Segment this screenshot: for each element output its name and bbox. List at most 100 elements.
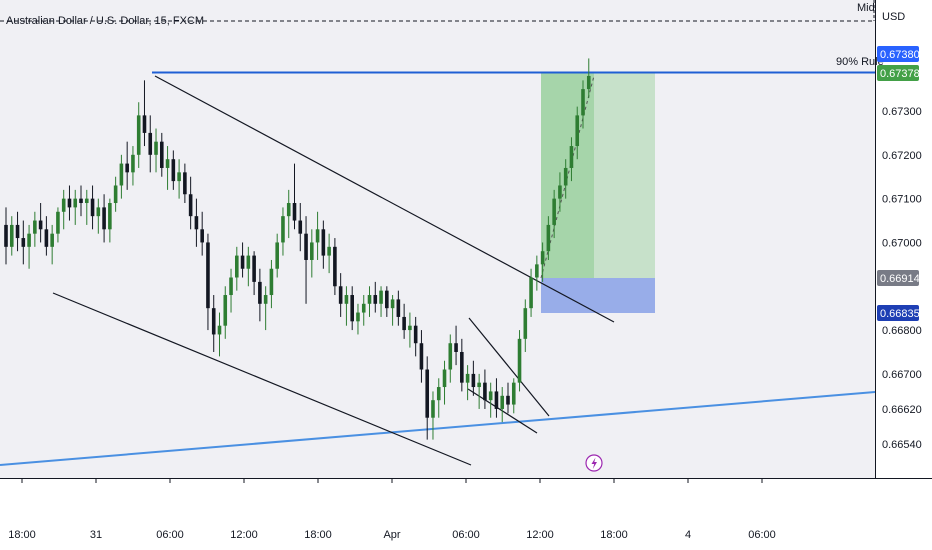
candle-body [500,395,505,409]
candle [436,378,441,418]
candle [15,211,20,252]
candle [298,203,303,252]
candle-body [194,216,199,230]
candle-body [108,203,112,230]
candle [558,172,562,212]
candle-body [281,216,285,243]
y-tick-label: 0.67200 [882,150,922,162]
stop-zone[interactable] [541,278,655,313]
candle [385,286,389,317]
candle-body [581,89,585,116]
candle-body [396,299,401,317]
candle [413,316,418,357]
candle [356,303,360,335]
candle-body [240,255,245,269]
candle [408,312,412,348]
candle [44,216,49,256]
candle-body [177,172,181,182]
x-tick-label: 31 [90,529,102,541]
candle-body [402,316,406,331]
candle-body [15,224,20,239]
x-tick-label: 18:00 [600,529,628,541]
flash-icon[interactable] [585,454,603,472]
candle [402,303,406,339]
candle-body [142,115,147,133]
candle-body [235,255,239,278]
candle-body [436,387,441,401]
candle-body [552,198,556,225]
candle-body [148,132,153,155]
candle-body [517,338,522,383]
candle [177,159,181,199]
candle [465,365,470,401]
candle [523,299,528,352]
candle-body [217,325,222,335]
candle [569,137,574,182]
x-tick-label: 06:00 [748,529,776,541]
wedge-upper-line[interactable] [468,317,550,417]
channel-upper-line[interactable] [154,75,615,323]
candle [361,295,366,326]
candle [61,189,66,230]
candle-body [102,207,106,230]
y-tick-label: 0.66620 [882,404,922,416]
y-tick-label: 0.67100 [882,194,922,206]
candle [102,194,106,243]
price-badge: 0.66835 [877,305,920,321]
candle [50,224,54,265]
candle [200,211,204,256]
candle [425,356,430,440]
candle [246,246,251,287]
candle-body [73,198,78,208]
x-tick-label: 18:00 [304,529,332,541]
candle-body [419,343,424,370]
candle [448,334,453,383]
candle [350,286,354,331]
y-tick-label: 0.66800 [882,325,922,337]
candle [96,198,101,234]
candle [431,391,435,440]
y-tick-label: 0.67000 [882,237,922,249]
candle [327,233,331,274]
candle-body [136,115,141,155]
candle-body [67,198,72,208]
candle-body [448,343,453,370]
candle [194,198,199,247]
candle [454,325,458,366]
candle-body [356,312,360,322]
channel-lower-line[interactable] [52,292,472,466]
candle-body [229,277,233,296]
candle-body [79,198,83,204]
candle-body [321,229,326,256]
x-tick-label: Apr [383,529,400,541]
candle [540,242,545,282]
candle [442,360,447,405]
price-badges: 0.67380 0.67378 0.66914 0.66835 [877,46,920,321]
candle [460,338,464,392]
candle-body [44,229,49,247]
candle-body [211,308,216,335]
candle-body [171,159,176,182]
candle [188,176,193,230]
candle [517,330,522,392]
price-badge-label: 0.66914 [880,273,920,285]
candle-body [350,295,354,322]
candle-body [206,242,210,309]
candle-body [154,141,158,155]
candle [471,360,476,396]
candle-body [90,198,95,217]
support-trendline[interactable] [0,391,876,466]
candle-body [563,167,568,186]
x-tick-label: 06:00 [452,529,480,541]
candle [56,207,60,243]
candle-body [33,220,37,234]
candle [79,185,83,217]
currency-label: USD [882,11,905,23]
candle [529,268,533,317]
candle-body [292,203,297,221]
candle-body [465,373,470,383]
candle-body [56,211,60,234]
trade-path-line [540,75,595,279]
candle-body [361,303,366,313]
